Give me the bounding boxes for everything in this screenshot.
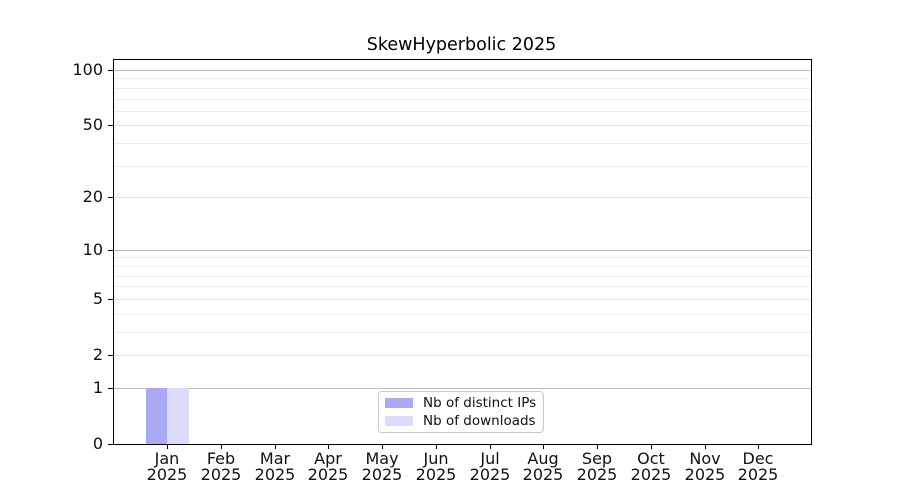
y-tick-mark — [108, 299, 113, 300]
x-tick-label-jul: Jul 2025 — [460, 451, 520, 483]
bar-distinct-ips-jan — [145, 387, 167, 444]
year-label: 2025 — [737, 465, 779, 484]
gridline-minor — [114, 143, 811, 145]
chart-title: SkewHyperbolic 2025 — [366, 35, 557, 55]
gridline-minor — [114, 331, 811, 333]
y-tick-label: 1 — [92, 378, 103, 397]
x-tick-mark — [328, 444, 329, 449]
year-label: 2025 — [576, 465, 618, 484]
legend-swatch-distinct-ips — [385, 398, 413, 408]
month-label: Dec — [742, 449, 774, 468]
gridline-minor — [114, 286, 811, 288]
month-label: Jul — [480, 449, 500, 468]
x-tick-label-may: May 2025 — [352, 451, 412, 483]
gridline-minor — [114, 78, 811, 80]
x-tick-mark — [543, 444, 544, 449]
x-tick-mark — [758, 444, 759, 449]
plot-area — [113, 59, 812, 445]
gridline-minor — [114, 257, 811, 259]
x-tick-label-feb: Feb 2025 — [191, 451, 251, 483]
gridline-major — [114, 355, 811, 356]
month-label: Jan — [154, 449, 180, 468]
gridline-minor — [114, 110, 811, 112]
month-label: Oct — [637, 449, 665, 468]
x-tick-label-nov: Nov 2025 — [675, 451, 735, 483]
legend-item-downloads: Nb of downloads — [385, 412, 537, 430]
month-label: Feb — [206, 449, 236, 468]
gridline-minor — [114, 313, 811, 315]
y-tick-label: 50 — [82, 115, 103, 134]
y-tick-label: 20 — [82, 187, 103, 206]
month-label: Sep — [581, 449, 613, 468]
gridline-minor — [114, 87, 811, 89]
x-tick-label-jan: Jan 2025 — [137, 451, 197, 483]
bar-downloads-jan — [167, 387, 189, 444]
month-label: May — [365, 449, 399, 468]
x-tick-mark — [436, 444, 437, 449]
legend: Nb of distinct IPs Nb of downloads — [378, 391, 544, 433]
y-tick-mark — [108, 388, 113, 389]
y-tick-label: 5 — [92, 289, 103, 308]
gridline-decade — [114, 70, 811, 71]
x-tick-mark — [221, 444, 222, 449]
y-tick-label: 10 — [82, 240, 103, 259]
month-label: Nov — [689, 449, 721, 468]
x-tick-mark — [705, 444, 706, 449]
x-tick-mark — [167, 444, 168, 449]
x-tick-mark — [597, 444, 598, 449]
year-label: 2025 — [469, 465, 511, 484]
year-label: 2025 — [254, 465, 296, 484]
gridline-major — [114, 298, 811, 300]
gridline-minor — [114, 265, 811, 267]
y-tick-label: 100 — [72, 60, 103, 79]
y-tick-mark — [108, 355, 113, 356]
gridline-minor — [114, 165, 811, 167]
gridline-minor — [114, 275, 811, 277]
year-label: 2025 — [522, 465, 564, 484]
gridline-minor — [114, 98, 811, 100]
x-tick-label-dec: Dec 2025 — [728, 451, 788, 483]
month-label: Apr — [314, 449, 342, 468]
x-tick-label-apr: Apr 2025 — [298, 451, 358, 483]
y-tick-mark — [108, 250, 113, 251]
year-label: 2025 — [684, 465, 726, 484]
x-tick-label-sep: Sep 2025 — [567, 451, 627, 483]
year-label: 2025 — [630, 465, 672, 484]
y-tick-mark — [108, 197, 113, 198]
gridline-major — [114, 125, 811, 127]
legend-label-distinct-ips: Nb of distinct IPs — [423, 395, 537, 411]
x-tick-mark — [651, 444, 652, 449]
year-label: 2025 — [200, 465, 242, 484]
y-tick-mark — [108, 70, 113, 71]
year-label: 2025 — [415, 465, 457, 484]
y-tick-mark — [108, 125, 113, 126]
x-tick-mark — [382, 444, 383, 449]
y-tick-label: 2 — [92, 345, 103, 364]
legend-swatch-downloads — [385, 416, 413, 426]
legend-item-distinct-ips: Nb of distinct IPs — [385, 394, 537, 412]
x-tick-label-mar: Mar 2025 — [245, 451, 305, 483]
x-tick-mark — [275, 444, 276, 449]
month-label: Jun — [423, 449, 449, 468]
gridline-major — [114, 197, 811, 199]
x-tick-mark — [490, 444, 491, 449]
gridline-decade — [114, 387, 811, 389]
y-tick-label: 0 — [92, 434, 103, 453]
gridline-decade — [114, 249, 811, 251]
month-label: Aug — [527, 449, 559, 468]
x-tick-label-jun: Jun 2025 — [406, 451, 466, 483]
year-label: 2025 — [146, 465, 188, 484]
y-tick-mark — [108, 444, 113, 445]
x-tick-label-oct: Oct 2025 — [621, 451, 681, 483]
month-label: Mar — [259, 449, 291, 468]
x-tick-label-aug: Aug 2025 — [513, 451, 573, 483]
legend-label-downloads: Nb of downloads — [423, 413, 536, 429]
year-label: 2025 — [307, 465, 349, 484]
year-label: 2025 — [361, 465, 403, 484]
